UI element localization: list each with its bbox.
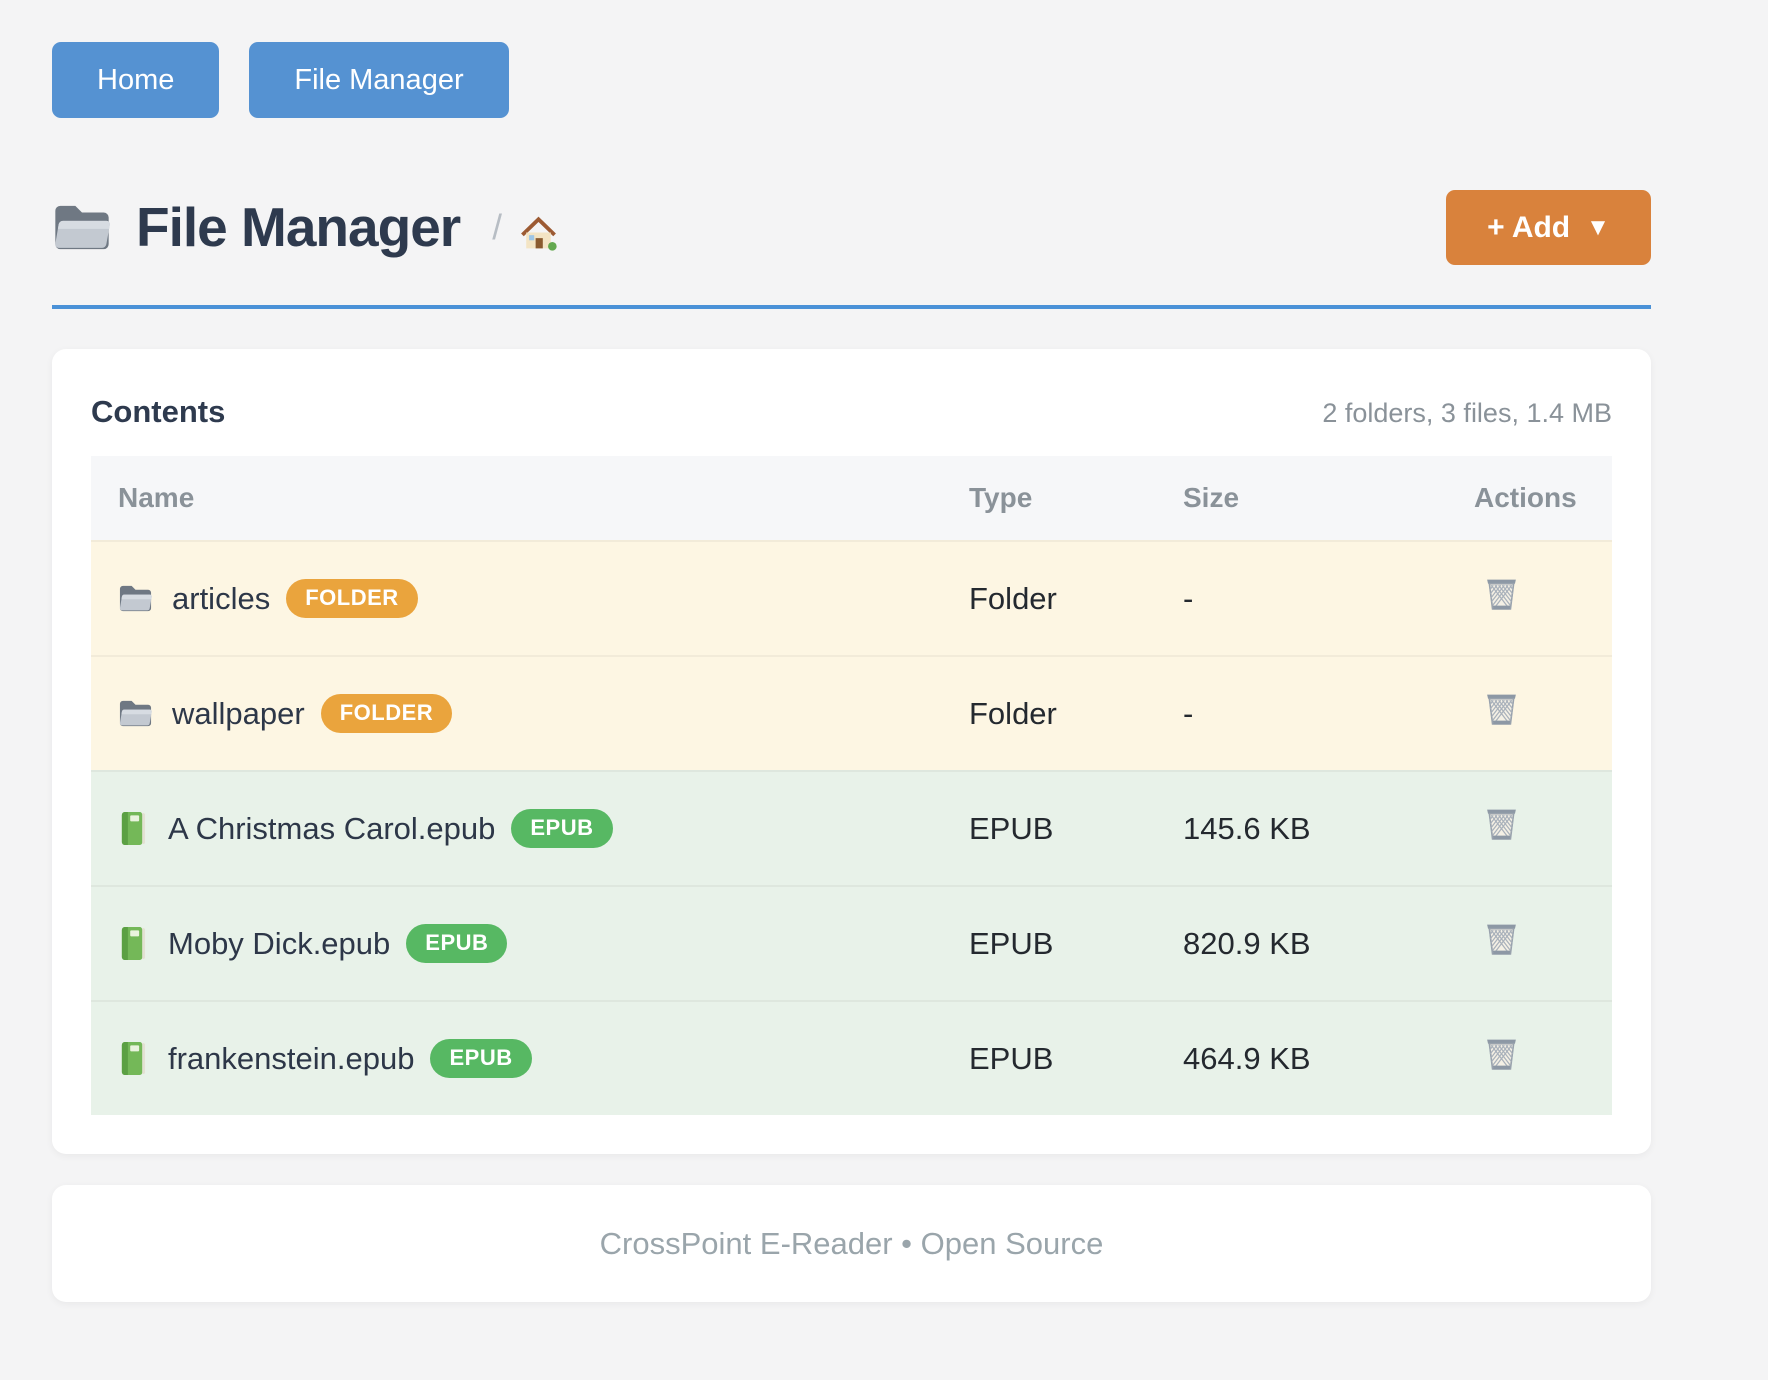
folder-icon: [118, 698, 153, 729]
top-nav: Home File Manager: [52, 0, 1651, 118]
header-divider: [52, 305, 1651, 309]
row-name[interactable]: Moby Dick.epub: [168, 925, 391, 961]
page-title: File Manager: [136, 196, 461, 258]
row-size: 464.9 KB: [1183, 1040, 1311, 1076]
row-size: -: [1183, 580, 1194, 616]
row-name-cell[interactable]: A Christmas Carol.epub EPUB: [91, 809, 969, 848]
row-type: Folder: [969, 695, 1057, 731]
file-table: Name Type Size Actions articles FOLDER F…: [91, 456, 1612, 1115]
delete-button[interactable]: [1483, 805, 1520, 844]
contents-heading: Contents: [91, 394, 226, 429]
row-actions-cell: [1466, 690, 1612, 737]
row-badge: EPUB: [511, 809, 613, 848]
column-header-name: Name: [118, 482, 195, 513]
chevron-down-icon: ▼: [1586, 213, 1610, 241]
folder-icon: [118, 583, 153, 614]
add-button[interactable]: + Add ▼: [1446, 190, 1651, 265]
table-row[interactable]: articles FOLDER Folder -: [91, 540, 1612, 655]
table-row[interactable]: frankenstein.epub EPUB EPUB 464.9 KB: [91, 1000, 1612, 1115]
home-button[interactable]: Home: [52, 42, 220, 118]
table-row[interactable]: A Christmas Carol.epub EPUB EPUB 145.6 K…: [91, 770, 1612, 885]
trash-icon: [1483, 920, 1520, 959]
contents-card: Contents 2 folders, 3 files, 1.4 MB Name…: [52, 349, 1651, 1154]
file-manager-button[interactable]: File Manager: [249, 42, 509, 118]
row-name-cell[interactable]: Moby Dick.epub EPUB: [91, 924, 969, 963]
row-size: 820.9 KB: [1183, 925, 1311, 961]
delete-button[interactable]: [1483, 920, 1520, 959]
row-type: EPUB: [969, 810, 1054, 846]
delete-button[interactable]: [1483, 690, 1520, 729]
row-name-cell[interactable]: articles FOLDER: [91, 579, 969, 618]
book-icon: [118, 811, 149, 846]
trash-icon: [1483, 805, 1520, 844]
column-header-actions: Actions: [1474, 482, 1577, 513]
row-size: -: [1183, 695, 1194, 731]
folder-icon: [52, 202, 112, 253]
trash-icon: [1483, 575, 1520, 614]
row-type: EPUB: [969, 925, 1054, 961]
row-name[interactable]: wallpaper: [172, 695, 305, 731]
column-header-size: Size: [1183, 482, 1240, 513]
trash-icon: [1483, 1035, 1520, 1074]
book-icon: [118, 1041, 149, 1076]
contents-card-header: Contents 2 folders, 3 files, 1.4 MB: [91, 394, 1612, 430]
table-body: articles FOLDER Folder - wallpaper FOLDE…: [91, 540, 1612, 1115]
row-actions-cell: [1466, 1035, 1612, 1082]
table-row[interactable]: Moby Dick.epub EPUB EPUB 820.9 KB: [91, 885, 1612, 1000]
row-type: Folder: [969, 580, 1057, 616]
add-button-label: + Add: [1487, 210, 1571, 244]
table-header-row: Name Type Size Actions: [91, 456, 1612, 540]
row-badge: EPUB: [430, 1039, 532, 1078]
row-name[interactable]: articles: [172, 580, 271, 616]
delete-button[interactable]: [1483, 575, 1520, 614]
trash-icon: [1483, 690, 1520, 729]
house-icon[interactable]: [518, 212, 559, 253]
row-name-cell[interactable]: frankenstein.epub EPUB: [91, 1039, 969, 1078]
row-badge: FOLDER: [320, 694, 453, 733]
page-header: File Manager / + Add ▼: [52, 190, 1651, 265]
page: Home File Manager File Manager / + Add ▼…: [52, 0, 1651, 1302]
row-actions-cell: [1466, 920, 1612, 967]
row-name[interactable]: frankenstein.epub: [168, 1040, 415, 1076]
footer-text: CrossPoint E-Reader • Open Source: [599, 1225, 1104, 1261]
column-header-type: Type: [969, 482, 1033, 513]
table-row[interactable]: wallpaper FOLDER Folder -: [91, 655, 1612, 770]
row-size: 145.6 KB: [1183, 810, 1311, 846]
row-type: EPUB: [969, 1040, 1054, 1076]
contents-summary: 2 folders, 3 files, 1.4 MB: [1322, 398, 1612, 428]
footer-card: CrossPoint E-Reader • Open Source: [52, 1185, 1651, 1302]
row-name-cell[interactable]: wallpaper FOLDER: [91, 694, 969, 733]
row-name[interactable]: A Christmas Carol.epub: [168, 810, 496, 846]
book-icon: [118, 926, 149, 961]
row-actions-cell: [1466, 805, 1612, 852]
breadcrumb-separator: /: [492, 207, 502, 247]
row-actions-cell: [1466, 575, 1612, 622]
row-badge: EPUB: [406, 924, 508, 963]
row-badge: FOLDER: [286, 579, 418, 618]
delete-button[interactable]: [1483, 1035, 1520, 1074]
